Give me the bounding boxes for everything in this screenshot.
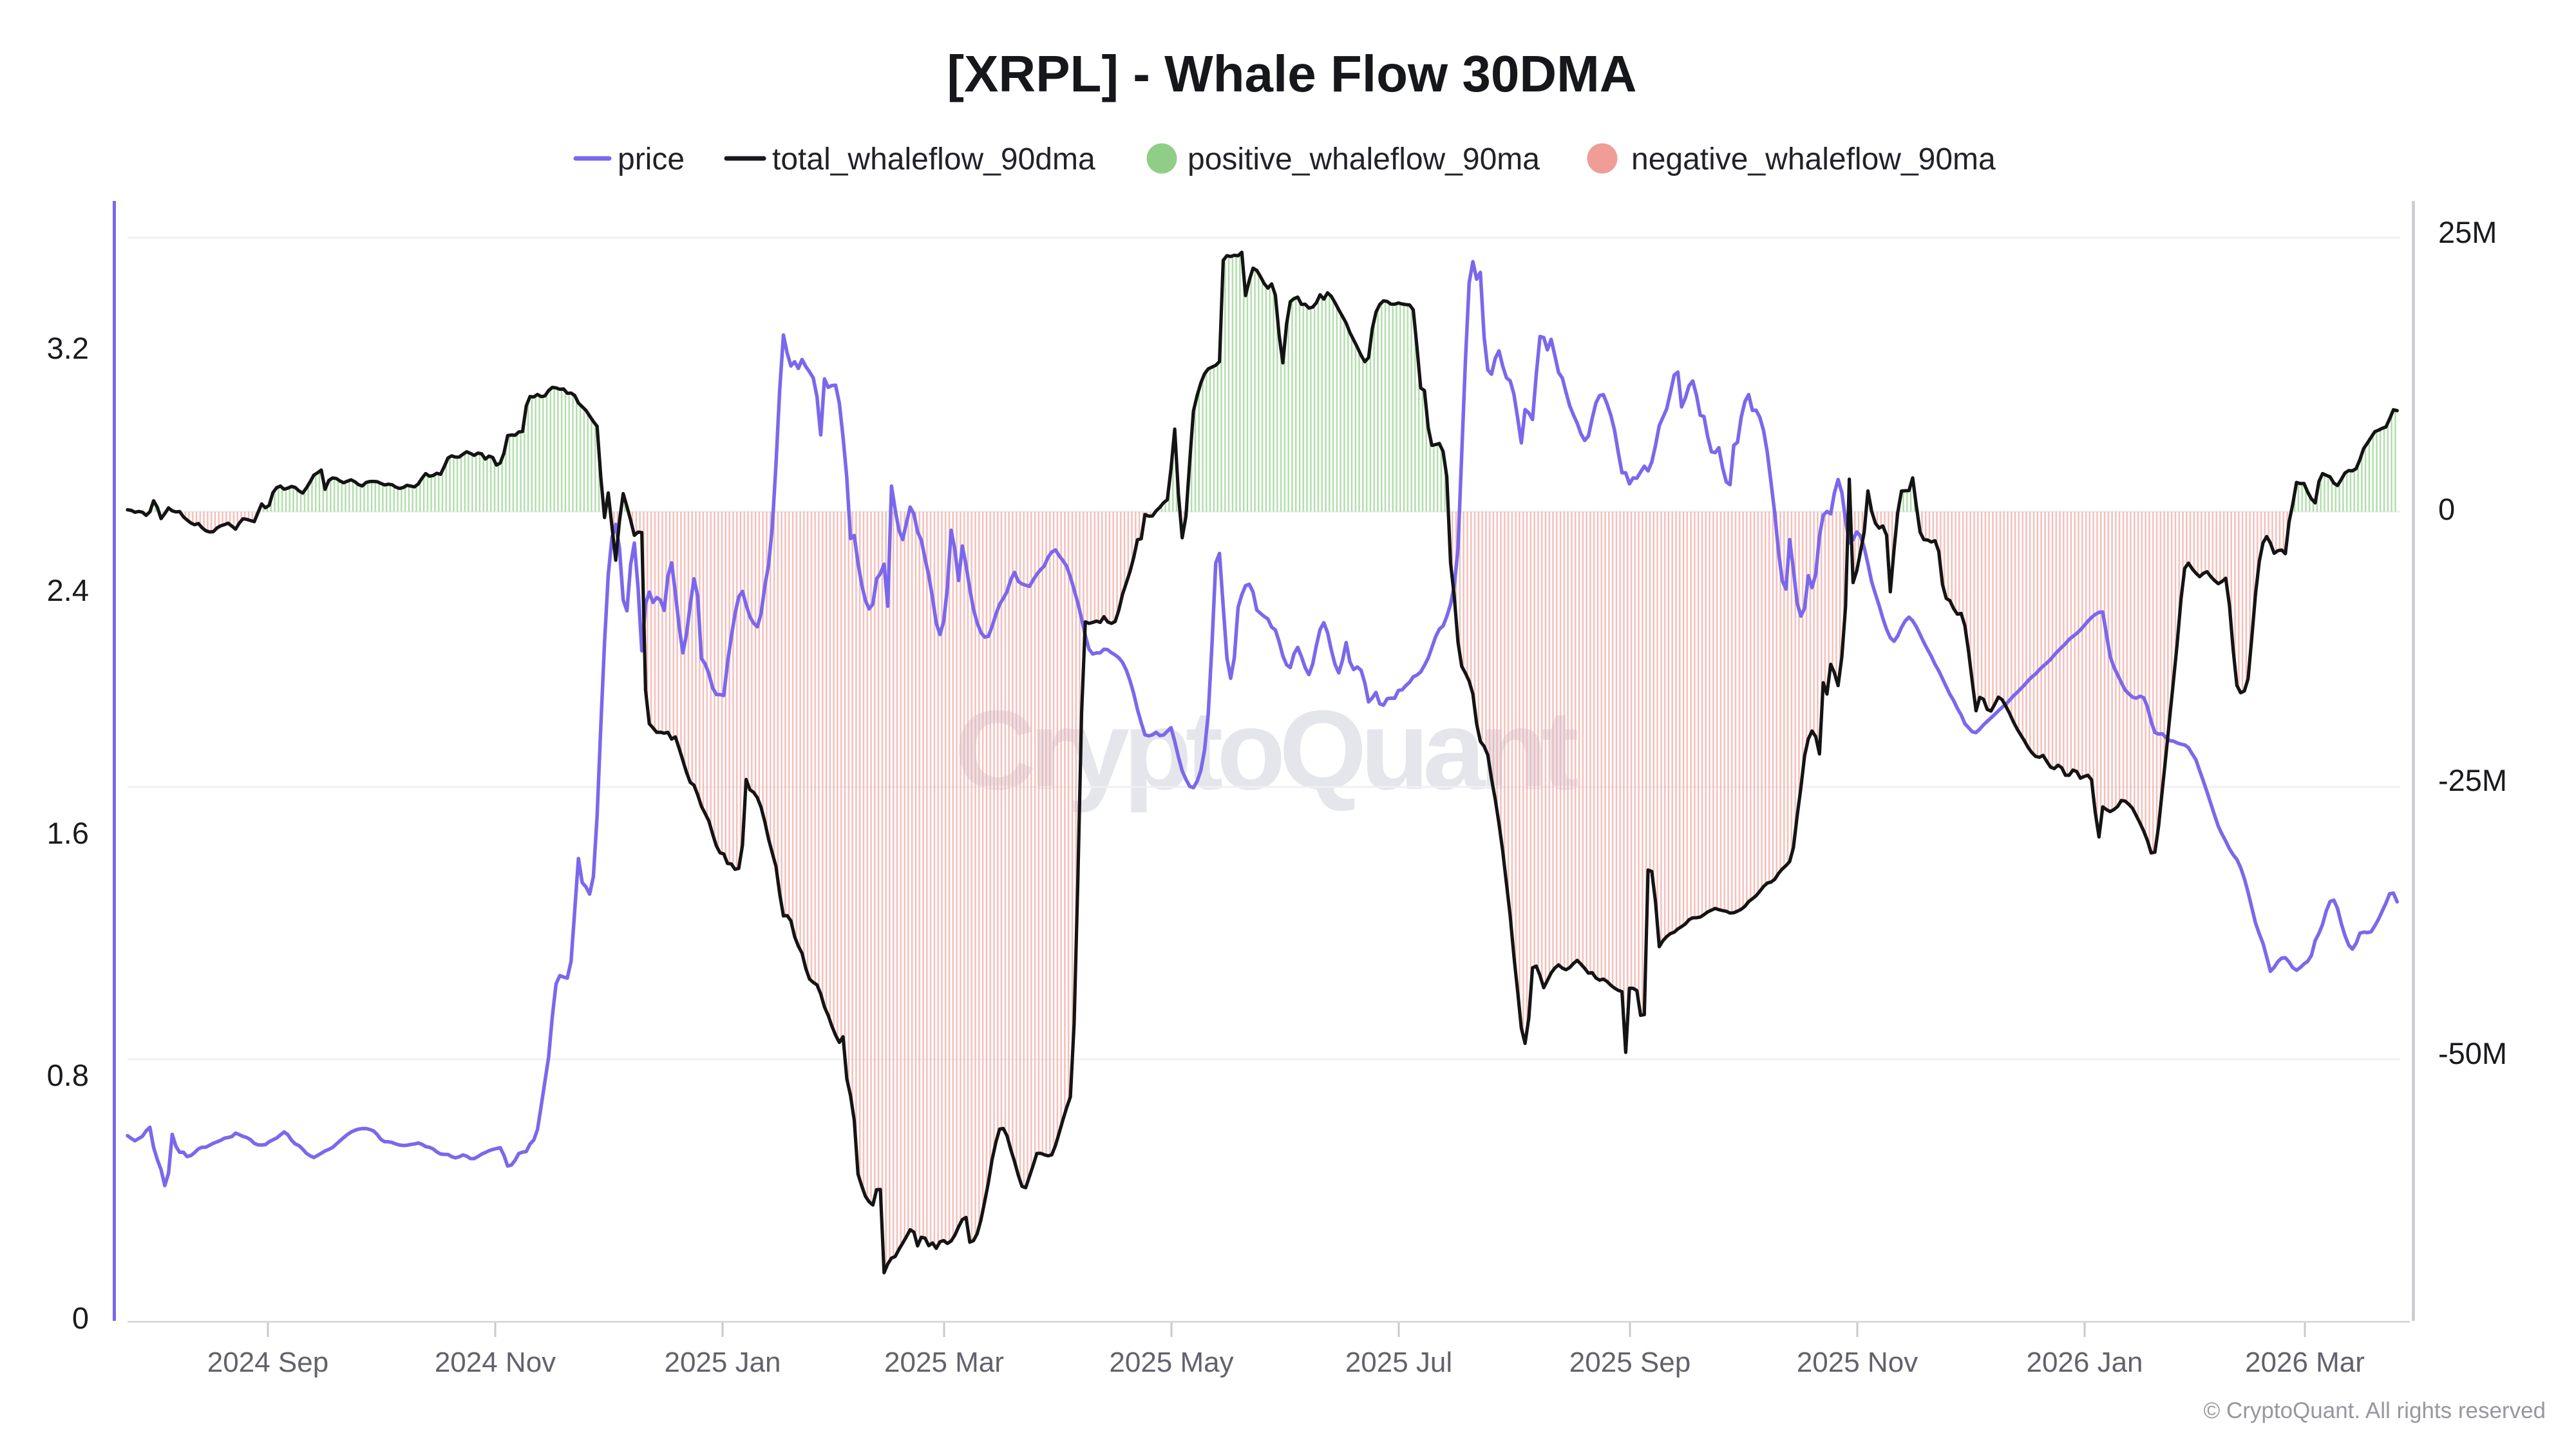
- svg-text:total_whaleflow_90dma: total_whaleflow_90dma: [772, 142, 1095, 176]
- svg-text:2025 Mar: 2025 Mar: [884, 1347, 1004, 1378]
- svg-text:2024 Sep: 2024 Sep: [207, 1347, 328, 1378]
- svg-text:1.6: 1.6: [47, 816, 89, 850]
- svg-text:price: price: [618, 142, 685, 176]
- svg-text:0: 0: [72, 1301, 89, 1335]
- svg-text:2024 Nov: 2024 Nov: [435, 1347, 556, 1378]
- svg-text:2025 Sep: 2025 Sep: [1569, 1347, 1690, 1378]
- svg-text:2026 Mar: 2026 Mar: [2245, 1347, 2365, 1378]
- svg-text:positive_whaleflow_90ma: positive_whaleflow_90ma: [1188, 142, 1540, 176]
- svg-text:2025 Jan: 2025 Jan: [664, 1347, 781, 1378]
- svg-text:2025 Jul: 2025 Jul: [1345, 1347, 1452, 1378]
- svg-text:2025 May: 2025 May: [1109, 1347, 1233, 1378]
- svg-text:0.8: 0.8: [47, 1058, 89, 1092]
- svg-text:3.2: 3.2: [47, 331, 89, 365]
- svg-text:-50M: -50M: [2438, 1036, 2507, 1070]
- svg-text:© CryptoQuant. All rights rese: © CryptoQuant. All rights reserved: [2203, 1398, 2546, 1423]
- svg-text:2025 Nov: 2025 Nov: [1797, 1347, 1918, 1378]
- svg-text:-25M: -25M: [2438, 763, 2507, 797]
- svg-text:2026 Jan: 2026 Jan: [2026, 1347, 2143, 1378]
- svg-text:[XRPL] - Whale Flow 30DMA: [XRPL] - Whale Flow 30DMA: [947, 45, 1636, 102]
- svg-text:25M: 25M: [2438, 215, 2497, 249]
- svg-text:negative_whaleflow_90ma: negative_whaleflow_90ma: [1631, 142, 1996, 176]
- svg-text:2.4: 2.4: [47, 573, 89, 607]
- svg-text:0: 0: [2438, 492, 2455, 526]
